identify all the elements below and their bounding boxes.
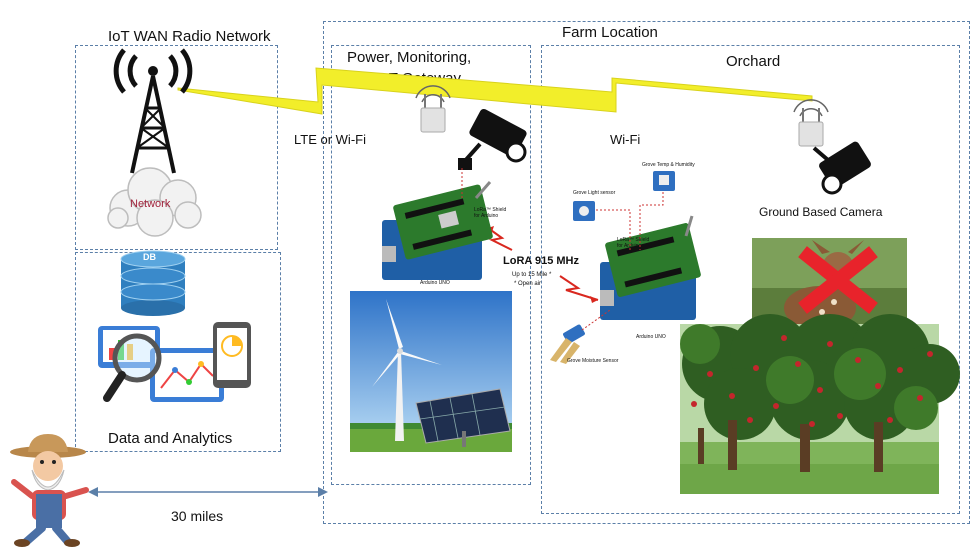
iot-wan-title: IoT WAN Radio Network [108, 28, 271, 45]
network-cloud-icon [107, 167, 202, 237]
iot-wan-box [75, 45, 278, 250]
orchard-photo [680, 314, 960, 494]
gateway-shield-label-2: for Arduino [474, 213, 499, 219]
analytics-graphic [98, 322, 251, 402]
lora-label: LoRA 915 MHz [503, 255, 579, 267]
lte-wifi-label: LTE or Wi-Fi [294, 132, 366, 147]
orchard-shield-label-2: for Arduino [617, 243, 642, 249]
ground-camera-icon [812, 141, 871, 195]
network-label: Network [130, 198, 171, 210]
temp-humidity-sensor-icon [653, 171, 675, 191]
orchard-title: Orchard [726, 53, 781, 70]
moisture-sensor-icon [550, 324, 585, 364]
light-sensor-icon [573, 201, 595, 221]
farm-location-box [323, 21, 970, 524]
moisture-sensor-label: Grove Moisture Sensor [567, 358, 619, 364]
orchard-uno-label: Arduino UNO [636, 334, 666, 340]
ground-camera-label: Ground Based Camera [759, 205, 883, 219]
light-sensor-label: Grove Light sensor [573, 190, 616, 196]
orchard-access-point-icon [793, 99, 829, 147]
lora-note-line1: Up to 15 Mile * [512, 272, 552, 278]
gateway-uno-label: Arduino UNO [420, 280, 450, 286]
security-camera-icon [458, 108, 527, 170]
temp-humidity-label: Grove Temp & Humidity [642, 162, 695, 168]
gateway-title-line1: Power, Monitoring, [347, 49, 472, 66]
database-icon [120, 250, 186, 316]
wind-solar-photo [350, 291, 512, 452]
distance-label: 30 miles [171, 508, 224, 524]
gateway-shield-label-1: LoRa™ Shield [474, 207, 507, 213]
gateway-arduino-board [382, 181, 493, 280]
lora-note-line2: * Open air [514, 281, 542, 287]
farmer-icon [10, 434, 89, 547]
orchard-box [541, 45, 960, 514]
wifi-label: Wi-Fi [610, 132, 641, 147]
orchard-arduino-board [600, 215, 701, 320]
wifi-access-point-icon [415, 85, 451, 133]
radio-tower-icon [113, 48, 193, 174]
gateway-box [331, 45, 531, 485]
farm-location-title: Farm Location [562, 24, 658, 41]
orchard-shield-label-1: LoRa™ Shield [617, 237, 650, 243]
data-analytics-title: Data and Analytics [108, 430, 233, 447]
data-analytics-box [75, 252, 281, 452]
db-label: DB [143, 252, 156, 262]
